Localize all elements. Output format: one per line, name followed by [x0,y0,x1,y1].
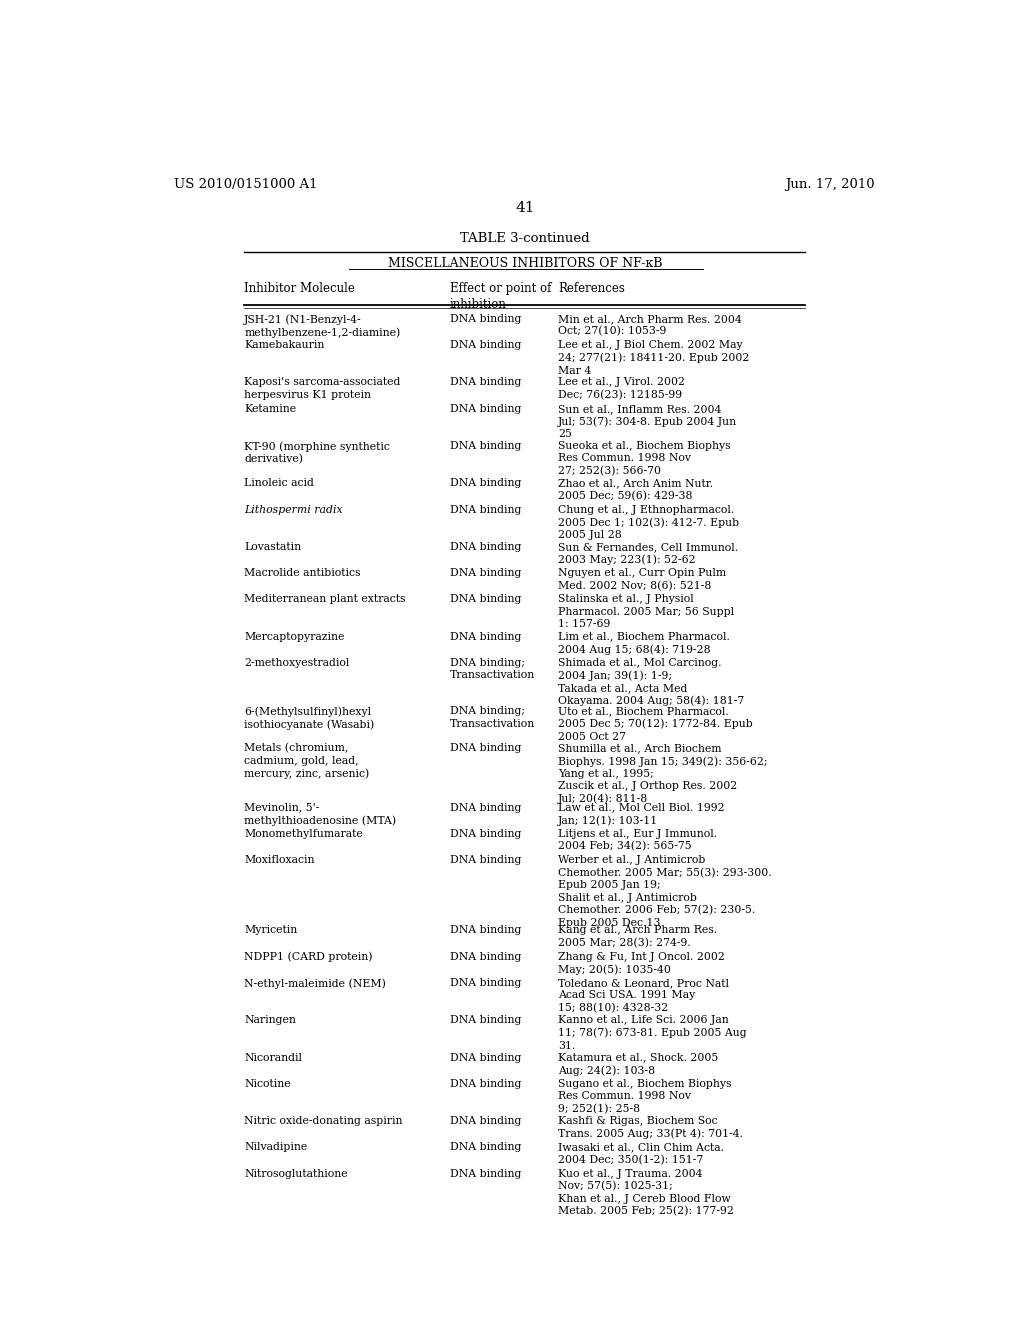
Text: Jun. 17, 2010: Jun. 17, 2010 [785,178,876,190]
Text: Sun & Fernandes, Cell Immunol.
2003 May; 223(1): 52-62: Sun & Fernandes, Cell Immunol. 2003 May;… [558,541,738,565]
Text: N-ethyl-maleimide (NEM): N-ethyl-maleimide (NEM) [245,978,386,989]
Text: DNA binding: DNA binding [450,441,521,451]
Text: Nicorandil: Nicorandil [245,1052,302,1063]
Text: Mercaptopyrazine: Mercaptopyrazine [245,631,345,642]
Text: Stalinska et al., J Physiol
Pharmacol. 2005 Mar; 56 Suppl
1: 157-69: Stalinska et al., J Physiol Pharmacol. 2… [558,594,734,630]
Text: DNA binding: DNA binding [450,541,521,552]
Text: DNA binding: DNA binding [450,1115,521,1126]
Text: DNA binding: DNA binding [450,1015,521,1026]
Text: Iwasaki et al., Clin Chim Acta.
2004 Dec; 350(1-2): 151-7: Iwasaki et al., Clin Chim Acta. 2004 Dec… [558,1142,724,1166]
Text: Nilvadipine: Nilvadipine [245,1142,307,1152]
Text: Sueoka et al., Biochem Biophys
Res Commun. 1998 Nov
27; 252(3): 566-70: Sueoka et al., Biochem Biophys Res Commu… [558,441,731,477]
Text: Sun et al., Inflamm Res. 2004
Jul; 53(7): 304-8. Epub 2004 Jun
25: Sun et al., Inflamm Res. 2004 Jul; 53(7)… [558,404,737,440]
Text: Nitrosoglutathione: Nitrosoglutathione [245,1168,348,1179]
Text: 6-(Methylsulfinyl)hexyl
isothiocyanate (Wasabi): 6-(Methylsulfinyl)hexyl isothiocyanate (… [245,706,375,730]
Text: MISCELLANEOUS INHIBITORS OF NF-κB: MISCELLANEOUS INHIBITORS OF NF-κB [387,257,663,271]
Text: Kashfi & Rigas, Biochem Soc
Trans. 2005 Aug; 33(Pt 4): 701-4.: Kashfi & Rigas, Biochem Soc Trans. 2005 … [558,1115,743,1139]
Text: DNA binding: DNA binding [450,594,521,605]
Text: Linoleic acid: Linoleic acid [245,478,314,488]
Text: Shimada et al., Mol Carcinog.
2004 Jan; 39(1): 1-9;
Takada et al., Acta Med
Okay: Shimada et al., Mol Carcinog. 2004 Jan; … [558,657,744,706]
Text: DNA binding: DNA binding [450,743,521,754]
Text: DNA binding: DNA binding [450,568,521,578]
Text: References: References [558,281,625,294]
Text: Law et al., Mol Cell Biol. 1992
Jan; 12(1): 103-11: Law et al., Mol Cell Biol. 1992 Jan; 12(… [558,803,725,826]
Text: Nicotine: Nicotine [245,1078,291,1089]
Text: DNA binding;
Transactivation: DNA binding; Transactivation [450,657,535,680]
Text: Metals (chromium,
cadmium, gold, lead,
mercury, zinc, arsenic): Metals (chromium, cadmium, gold, lead, m… [245,743,370,779]
Text: Shumilla et al., Arch Biochem
Biophys. 1998 Jan 15; 349(2): 356-62;
Yang et al.,: Shumilla et al., Arch Biochem Biophys. 1… [558,743,768,804]
Text: Lovastatin: Lovastatin [245,541,301,552]
Text: Kaposi's sarcoma-associated
herpesvirus K1 protein: Kaposi's sarcoma-associated herpesvirus … [245,378,400,400]
Text: Nguyen et al., Curr Opin Pulm
Med. 2002 Nov; 8(6): 521-8: Nguyen et al., Curr Opin Pulm Med. 2002 … [558,568,726,591]
Text: Lim et al., Biochem Pharmacol.
2004 Aug 15; 68(4): 719-28: Lim et al., Biochem Pharmacol. 2004 Aug … [558,631,730,655]
Text: DNA binding: DNA binding [450,341,521,350]
Text: DNA binding: DNA binding [450,952,521,962]
Text: US 2010/0151000 A1: US 2010/0151000 A1 [174,178,318,190]
Text: DNA binding: DNA binding [450,925,521,936]
Text: Min et al., Arch Pharm Res. 2004
Oct; 27(10): 1053-9: Min et al., Arch Pharm Res. 2004 Oct; 27… [558,314,741,337]
Text: Kang et al., Arch Pharm Res.
2005 Mar; 28(3): 274-9.: Kang et al., Arch Pharm Res. 2005 Mar; 2… [558,925,717,948]
Text: Kanno et al., Life Sci. 2006 Jan
11; 78(7): 673-81. Epub 2005 Aug
31.: Kanno et al., Life Sci. 2006 Jan 11; 78(… [558,1015,746,1051]
Text: DNA binding: DNA binding [450,1078,521,1089]
Text: Monomethylfumarate: Monomethylfumarate [245,829,362,840]
Text: Uto et al., Biochem Pharmacol.
2005 Dec 5; 70(12): 1772-84. Epub
2005 Oct 27: Uto et al., Biochem Pharmacol. 2005 Dec … [558,706,753,742]
Text: Litjens et al., Eur J Immunol.
2004 Feb; 34(2): 565-75: Litjens et al., Eur J Immunol. 2004 Feb;… [558,829,717,851]
Text: Moxifloxacin: Moxifloxacin [245,855,314,865]
Text: Kamebakaurin: Kamebakaurin [245,341,325,350]
Text: Ketamine: Ketamine [245,404,296,413]
Text: DNA binding: DNA binding [450,829,521,840]
Text: Katamura et al., Shock. 2005
Aug; 24(2): 103-8: Katamura et al., Shock. 2005 Aug; 24(2):… [558,1052,719,1076]
Text: 2-methoxyestradiol: 2-methoxyestradiol [245,657,349,668]
Text: Macrolide antibiotics: Macrolide antibiotics [245,568,360,578]
Text: Zhao et al., Arch Anim Nutr.
2005 Dec; 59(6): 429-38: Zhao et al., Arch Anim Nutr. 2005 Dec; 5… [558,478,714,502]
Text: Werber et al., J Antimicrob
Chemother. 2005 Mar; 55(3): 293-300.
Epub 2005 Jan 1: Werber et al., J Antimicrob Chemother. 2… [558,855,772,928]
Text: DNA binding: DNA binding [450,404,521,413]
Text: Kuo et al., J Trauma. 2004
Nov; 57(5): 1025-31;
Khan et al., J Cereb Blood Flow
: Kuo et al., J Trauma. 2004 Nov; 57(5): 1… [558,1168,734,1217]
Text: Toledano & Leonard, Proc Natl
Acad Sci USA. 1991 May
15; 88(10): 4328-32: Toledano & Leonard, Proc Natl Acad Sci U… [558,978,729,1014]
Text: Naringen: Naringen [245,1015,296,1026]
Text: DNA binding: DNA binding [450,504,521,515]
Text: Inhibitor Molecule: Inhibitor Molecule [245,281,355,294]
Text: Zhang & Fu, Int J Oncol. 2002
May; 20(5): 1035-40: Zhang & Fu, Int J Oncol. 2002 May; 20(5)… [558,952,725,975]
Text: Mevinolin, 5'-
methylthioadenosine (MTA): Mevinolin, 5'- methylthioadenosine (MTA) [245,803,396,826]
Text: DNA binding: DNA binding [450,803,521,813]
Text: JSH-21 (N1-Benzyl-4-
methylbenzene-1,2-diamine): JSH-21 (N1-Benzyl-4- methylbenzene-1,2-d… [245,314,400,338]
Text: Nitric oxide-donating aspirin: Nitric oxide-donating aspirin [245,1115,402,1126]
Text: DNA binding: DNA binding [450,378,521,388]
Text: Chung et al., J Ethnopharmacol.
2005 Dec 1; 102(3): 412-7. Epub
2005 Jul 28: Chung et al., J Ethnopharmacol. 2005 Dec… [558,504,739,540]
Text: DNA binding: DNA binding [450,631,521,642]
Text: Lithospermi radix: Lithospermi radix [245,504,343,515]
Text: Sugano et al., Biochem Biophys
Res Commun. 1998 Nov
9; 252(1): 25-8: Sugano et al., Biochem Biophys Res Commu… [558,1078,731,1114]
Text: DNA binding: DNA binding [450,978,521,987]
Text: DNA binding: DNA binding [450,1142,521,1152]
Text: Lee et al., J Virol. 2002
Dec; 76(23): 12185-99: Lee et al., J Virol. 2002 Dec; 76(23): 1… [558,378,685,400]
Text: DNA binding: DNA binding [450,478,521,488]
Text: Effect or point of
inhibition: Effect or point of inhibition [450,281,551,310]
Text: KT-90 (morphine synthetic
derivative): KT-90 (morphine synthetic derivative) [245,441,390,465]
Text: DNA binding: DNA binding [450,314,521,323]
Text: DNA binding: DNA binding [450,1168,521,1179]
Text: Mediterranean plant extracts: Mediterranean plant extracts [245,594,406,605]
Text: TABLE 3-continued: TABLE 3-continued [460,231,590,244]
Text: DNA binding;
Transactivation: DNA binding; Transactivation [450,706,535,729]
Text: NDPP1 (CARD protein): NDPP1 (CARD protein) [245,952,373,962]
Text: 41: 41 [515,201,535,215]
Text: DNA binding: DNA binding [450,855,521,865]
Text: Lee et al., J Biol Chem. 2002 May
24; 277(21): 18411-20. Epub 2002
Mar 4: Lee et al., J Biol Chem. 2002 May 24; 27… [558,341,750,376]
Text: DNA binding: DNA binding [450,1052,521,1063]
Text: Myricetin: Myricetin [245,925,298,936]
